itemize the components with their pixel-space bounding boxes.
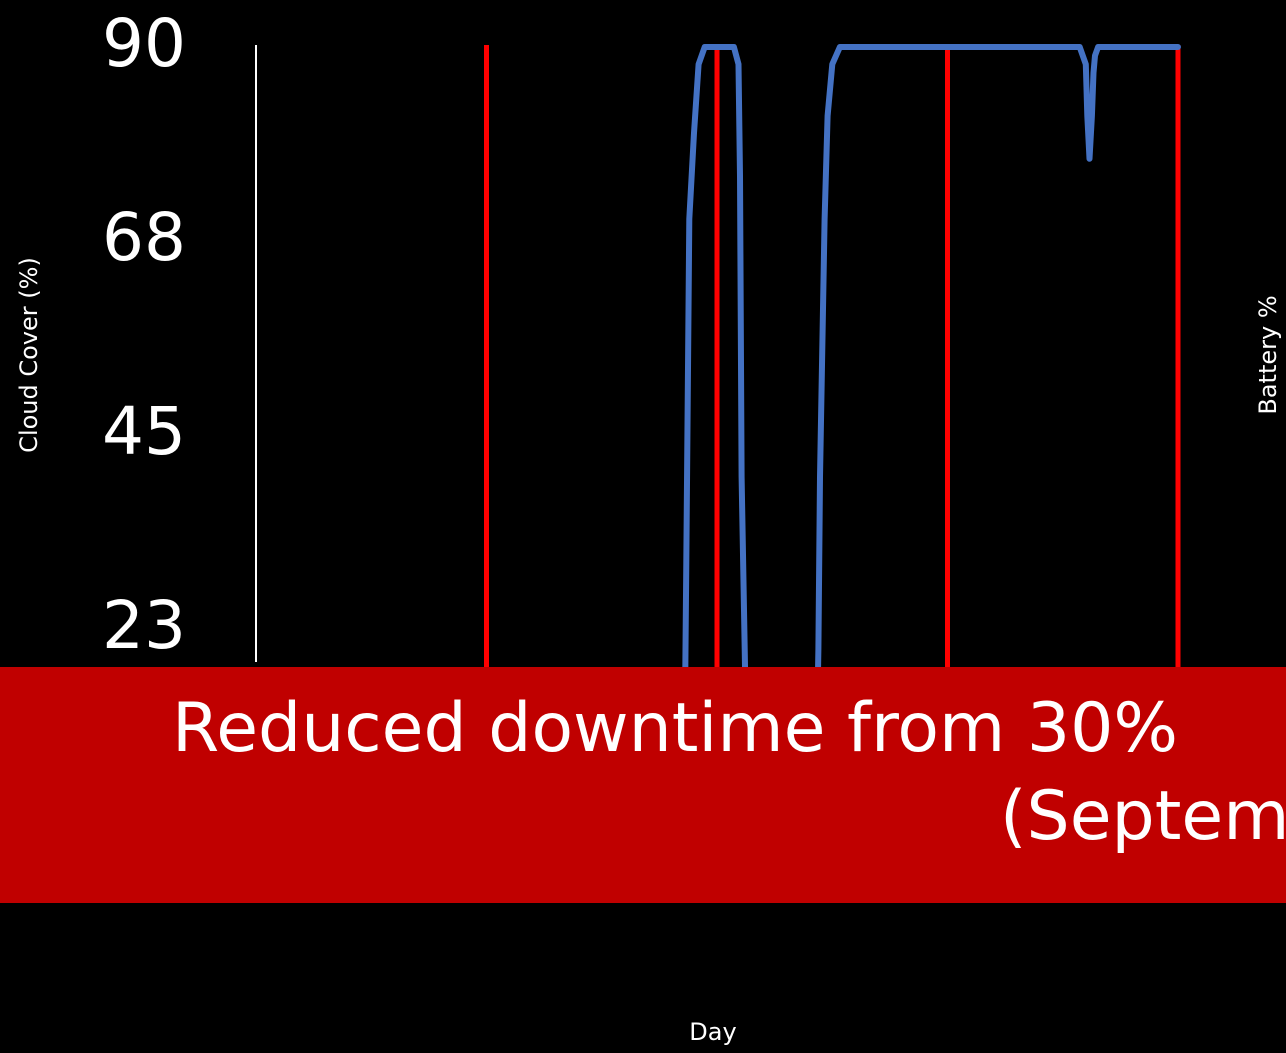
y2-axis-label: Battery % (1254, 295, 1282, 414)
highlight-banner: Reduced downtime from 30% (Septem (0, 667, 1286, 903)
series-line (680, 44, 1181, 824)
banner-text-line2: (Septem (1000, 777, 1286, 856)
y-tick-label: 45 (102, 393, 186, 470)
x-axis-label: Day (689, 1018, 736, 1046)
plot-area (484, 44, 1181, 824)
y-axis-label: Cloud Cover (%) (15, 257, 43, 453)
banner-text-line1: Reduced downtime from 30% (172, 689, 1179, 768)
y-tick-label: 68 (102, 199, 186, 276)
y-tick-label: 90 (102, 5, 186, 82)
y-tick-labels: 90 68 45 23 (102, 5, 186, 664)
y-tick-label: 23 (102, 587, 186, 664)
